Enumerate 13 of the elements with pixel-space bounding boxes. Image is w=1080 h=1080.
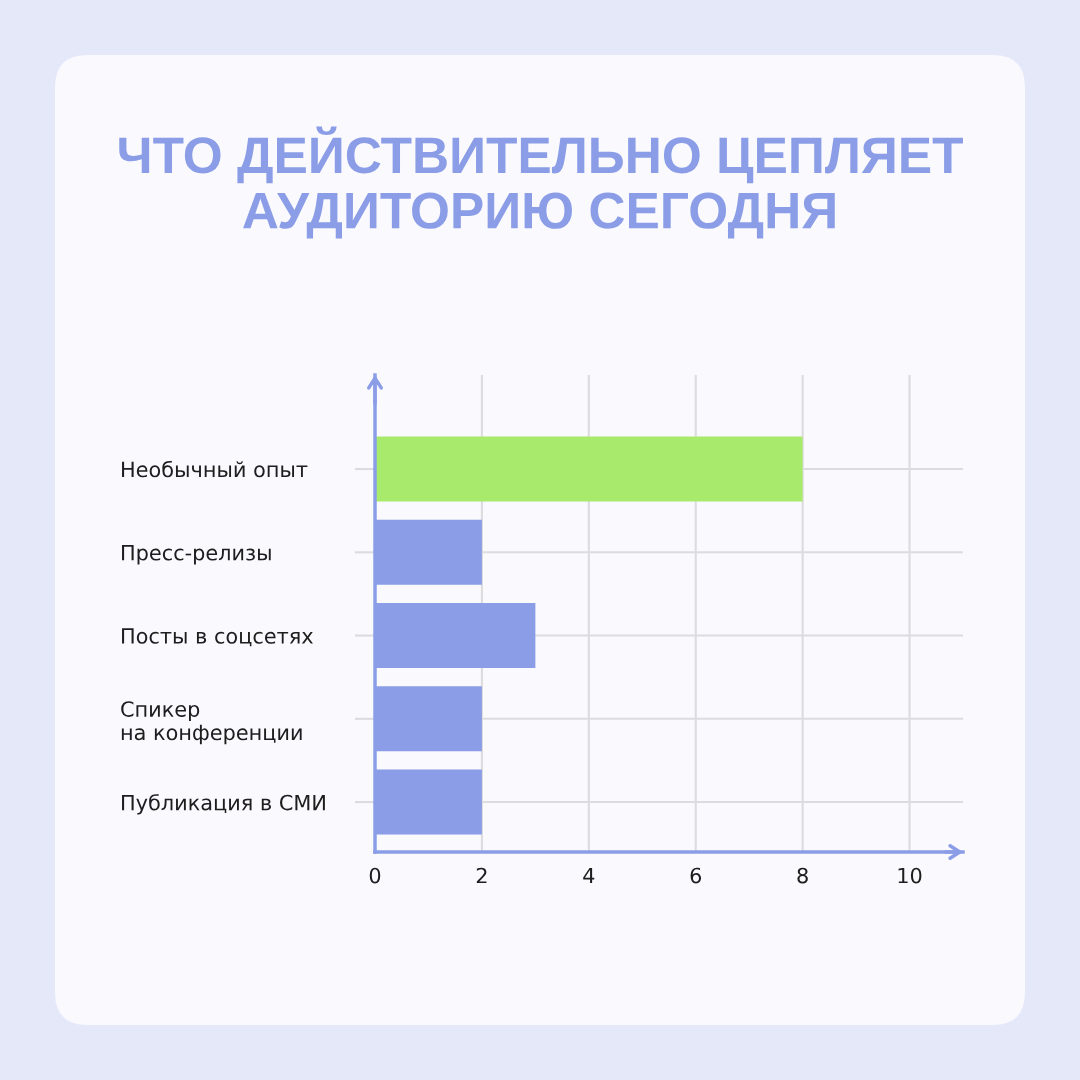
x-tick-label: 4 — [583, 867, 595, 884]
x-tick-label: 8 — [797, 867, 808, 884]
y-tick-label: Необычный опыт — [122, 460, 308, 478]
bar — [375, 436, 803, 502]
x-tick-label: 6 — [690, 867, 702, 884]
x-tick-label: 10 — [898, 867, 922, 884]
y-tick-label: Спикер на конференции — [121, 701, 302, 745]
chart-title: ЧТО ДЕЙСТВИТЕЛЬНО ЦЕПЛЯЕТ АУДИТОРИЮ СЕГОДНЯ — [119, 126, 963, 239]
x-tick-label: 0 — [369, 867, 381, 884]
y-tick-label: Публикация в СМИ — [122, 793, 325, 815]
y-tick-label: Пресс-релизы — [122, 545, 271, 565]
x-tick-label: 2 — [476, 867, 487, 884]
y-tick-label: Посты в соцсетях — [122, 628, 313, 647]
